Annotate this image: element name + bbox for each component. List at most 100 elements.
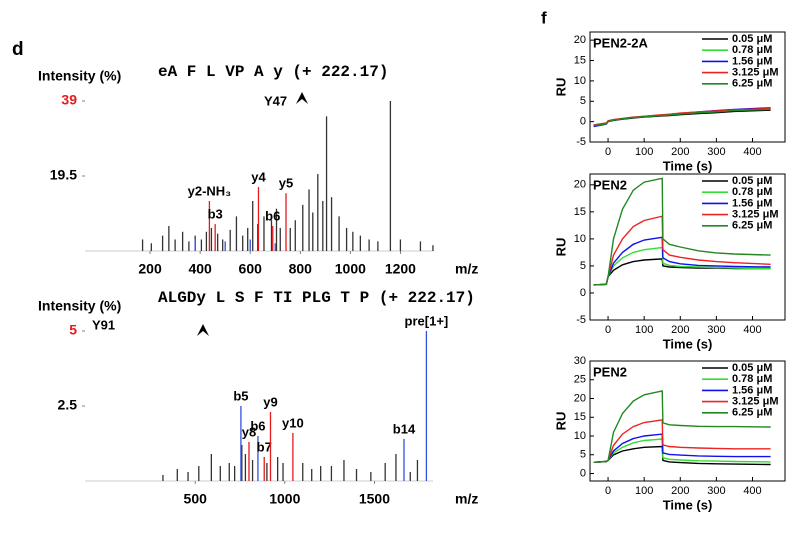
peak-label: b14	[393, 421, 416, 436]
y-tick-label: 5	[69, 322, 77, 338]
residue-marker	[197, 324, 209, 336]
y-tick-label: 5	[580, 95, 586, 107]
x-tick-label: 300	[707, 324, 725, 336]
peak-label: b6	[250, 418, 265, 433]
y-tick-label: 15	[574, 206, 586, 218]
x-tick-label: 0	[605, 485, 611, 497]
x-tick-label: 200	[671, 324, 689, 336]
y-tick-label: 25	[574, 374, 586, 386]
y-axis-label: Intensity (%)	[38, 298, 121, 314]
peak-label: pre[1+]	[405, 313, 449, 328]
y-axis-label: RU	[553, 238, 568, 257]
legend-label: 6.25 μM	[732, 78, 772, 90]
legend-label: 3.125 μM	[732, 67, 778, 79]
legend-label: 3.125 μM	[732, 209, 778, 221]
y-tick-label: 39	[61, 92, 77, 108]
x-tick-label: 300	[707, 485, 725, 497]
x-axis-label: m/z	[455, 491, 478, 507]
plot-frame	[589, 360, 786, 482]
x-tick-label: 800	[289, 261, 313, 277]
y-tick-label: 0	[580, 467, 586, 479]
sensorgram	[593, 390, 771, 463]
x-tick-label: 1000	[335, 261, 366, 277]
peak-label: b5	[233, 388, 248, 403]
legend-label: 1.56 μM	[732, 55, 772, 67]
legend-label: 0.05 μM	[732, 33, 772, 45]
x-tick-label: 200	[138, 261, 162, 277]
residue-label: Y47	[264, 93, 287, 108]
x-tick-label: 1500	[359, 491, 390, 507]
y-tick-label: -5	[576, 314, 586, 326]
legend-label: 0.78 μM	[732, 186, 772, 198]
x-tick-label: 0	[605, 146, 611, 158]
legend-label: 0.05 μM	[732, 362, 772, 374]
y-tick-label: 20	[574, 179, 586, 191]
x-tick-label: 600	[239, 261, 263, 277]
legend-label: 3.125 μM	[732, 396, 778, 408]
residue-label: Y91	[92, 317, 115, 332]
legend-label: 6.25 μM	[732, 220, 772, 232]
legend-label: 0.05 μM	[732, 175, 772, 187]
y-tick-label: 10	[574, 233, 586, 245]
panel-label: d	[12, 39, 24, 60]
x-tick-label: 100	[635, 146, 653, 158]
legend-label: 0.78 μM	[732, 373, 772, 385]
sensorgram	[593, 108, 771, 127]
y-tick-label: 0	[580, 287, 586, 299]
panel-title: PEN2	[593, 364, 627, 379]
sequence-title: eA F L VP A y (+ 222.17)	[158, 63, 388, 81]
peak-label: y9	[263, 394, 277, 409]
peak-label: b7	[257, 439, 272, 454]
y-tick-label: 15	[574, 411, 586, 423]
y-tick-label: 5	[580, 449, 586, 461]
x-tick-label: 500	[184, 491, 208, 507]
y-tick-label: 10	[574, 430, 586, 442]
y-tick-label: 10	[574, 75, 586, 87]
panel-title: PEN2	[593, 177, 627, 192]
x-tick-label: 200	[671, 485, 689, 497]
x-tick-label: 1200	[385, 261, 416, 277]
x-tick-label: 300	[707, 146, 725, 158]
peak-label: b3	[208, 207, 223, 222]
y-axis-label: RU	[553, 412, 568, 431]
y-tick-label: 19.5	[50, 167, 77, 183]
x-axis-label: Time (s)	[663, 336, 713, 351]
y-tick-label: 30	[574, 355, 586, 367]
x-tick-label: 200	[671, 146, 689, 158]
x-tick-label: 0	[605, 324, 611, 336]
x-tick-label: 400	[743, 324, 761, 336]
legend-label: 1.56 μM	[732, 197, 772, 209]
y-tick-label: 2.5	[58, 397, 78, 413]
peak-label: y10	[282, 415, 304, 430]
plot-frame	[589, 31, 786, 143]
panel-label: f	[541, 8, 547, 27]
plot-frame	[589, 173, 786, 321]
legend-label: 6.25 μM	[732, 407, 772, 419]
panel-title: PEN2-2A	[593, 35, 649, 50]
y-tick-label: 5	[580, 260, 586, 272]
residue-marker	[296, 92, 308, 104]
x-axis-label: Time (s)	[663, 158, 713, 173]
y-tick-label: 15	[574, 54, 586, 66]
y-axis-label: RU	[553, 78, 568, 97]
sensorgram	[593, 177, 771, 286]
x-axis-label: m/z	[455, 261, 478, 277]
x-tick-label: 100	[635, 485, 653, 497]
x-tick-label: 400	[743, 485, 761, 497]
y-axis-label: Intensity (%)	[38, 68, 121, 84]
legend-label: 0.78 μM	[732, 44, 772, 56]
y-tick-label: -5	[576, 136, 586, 148]
x-axis-label: Time (s)	[663, 497, 713, 512]
legend-label: 1.56 μM	[732, 384, 772, 396]
y-tick-label: 0	[580, 116, 586, 128]
sequence-title: ALGDy L S F TI PLG T P (+ 222.17)	[158, 289, 475, 307]
peak-label: y2-NH₃	[188, 183, 232, 198]
peak-label: y4	[251, 170, 266, 185]
y-tick-label: 20	[574, 34, 586, 46]
x-tick-label: 400	[743, 146, 761, 158]
peak-label: b6	[265, 208, 280, 223]
peak-label: y5	[279, 176, 293, 191]
x-tick-label: 1000	[269, 491, 300, 507]
